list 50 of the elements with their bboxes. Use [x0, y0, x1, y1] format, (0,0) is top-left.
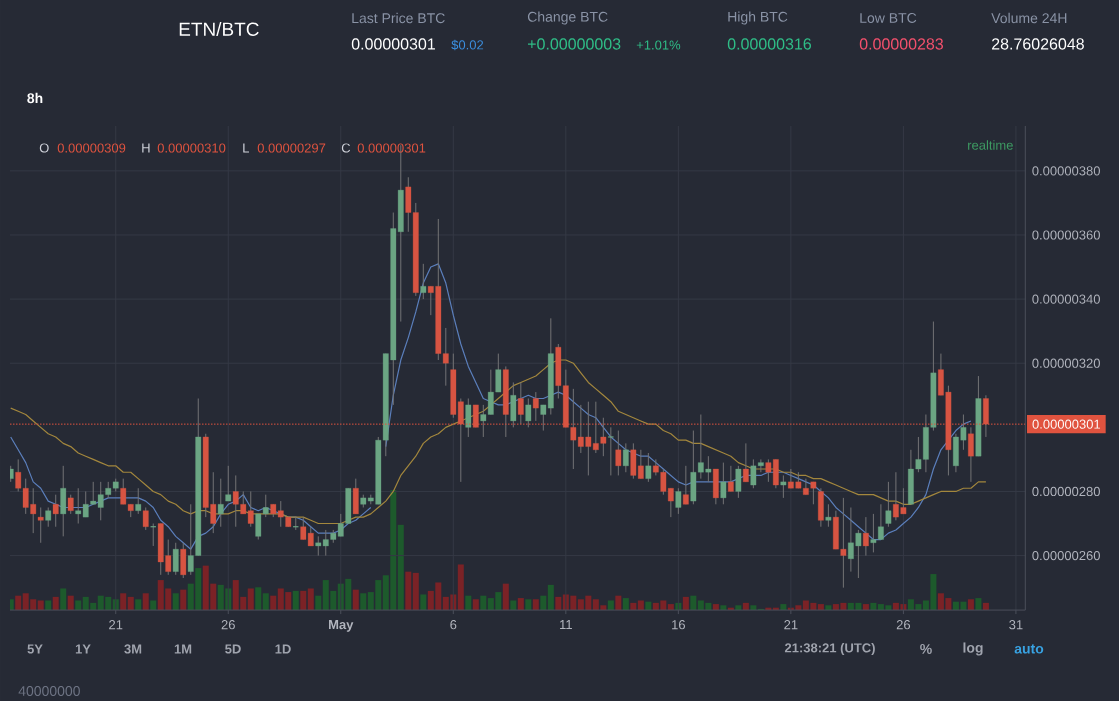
x-tick-label: 21: [784, 620, 798, 630]
x-tick-label: 11: [560, 620, 572, 630]
text: 1D: [275, 644, 291, 654]
text: 5D: [225, 644, 241, 654]
text: High BTC: [728, 11, 788, 25]
y-tick-label: 0.00000380: [1032, 166, 1100, 176]
text: auto: [1014, 644, 1044, 654]
text: 8h: [27, 92, 43, 104]
text: 3M: [124, 644, 142, 654]
x-tick-label: 26: [896, 620, 911, 630]
annotation: 0.00000301: [357, 143, 426, 153]
text: 40000000: [18, 686, 80, 696]
annotation: O: [39, 143, 49, 153]
text: 21:38:21 (UTC): [784, 642, 875, 656]
text: +0.00000003: [527, 38, 621, 50]
text: 0.00000301: [351, 38, 435, 50]
x-tick-label: 16: [672, 620, 686, 630]
y-tick-label: 0.00000360: [1032, 230, 1100, 240]
ref-line-label: 0.00000301: [1032, 419, 1101, 429]
x-tick-label: 21: [109, 620, 123, 630]
text: $0.02: [451, 39, 484, 51]
text: 1M: [174, 644, 192, 654]
text: +1.01%: [636, 40, 681, 50]
chart-title: ETN/BTC: [179, 22, 259, 36]
text: 0.00000283: [859, 38, 944, 50]
text: Volume 24H: [991, 12, 1067, 24]
annotation: H: [142, 143, 150, 153]
text: log: [963, 642, 983, 656]
x-tick-label: 26: [221, 620, 235, 630]
text: %: [920, 644, 932, 654]
text: Last Price BTC: [352, 12, 445, 24]
x-tick-label: 31: [1009, 620, 1023, 630]
annotation: 0.00000310: [157, 143, 226, 153]
y-tick-label: 0.00000260: [1032, 550, 1100, 561]
x-tick-label: May: [329, 620, 354, 632]
text: 28.76026048: [992, 38, 1084, 50]
y-tick-label: 0.00000340: [1032, 294, 1100, 304]
text: Change BTC: [527, 11, 608, 25]
text: 0.00000316: [727, 38, 812, 50]
text: Low BTC: [860, 13, 917, 23]
text: 1Y: [75, 644, 91, 654]
annotation: realtime: [968, 140, 1013, 150]
x-tick-label: 6: [450, 620, 457, 630]
y-tick-label: 0.00000280: [1032, 486, 1100, 497]
annotation: C: [341, 143, 351, 153]
text: 5Y: [27, 644, 43, 654]
annotation: 0.00000309: [57, 143, 126, 153]
annotation: L: [243, 143, 249, 153]
annotation: 0.00000297: [257, 143, 326, 153]
y-tick-label: 0.00000320: [1032, 358, 1100, 368]
